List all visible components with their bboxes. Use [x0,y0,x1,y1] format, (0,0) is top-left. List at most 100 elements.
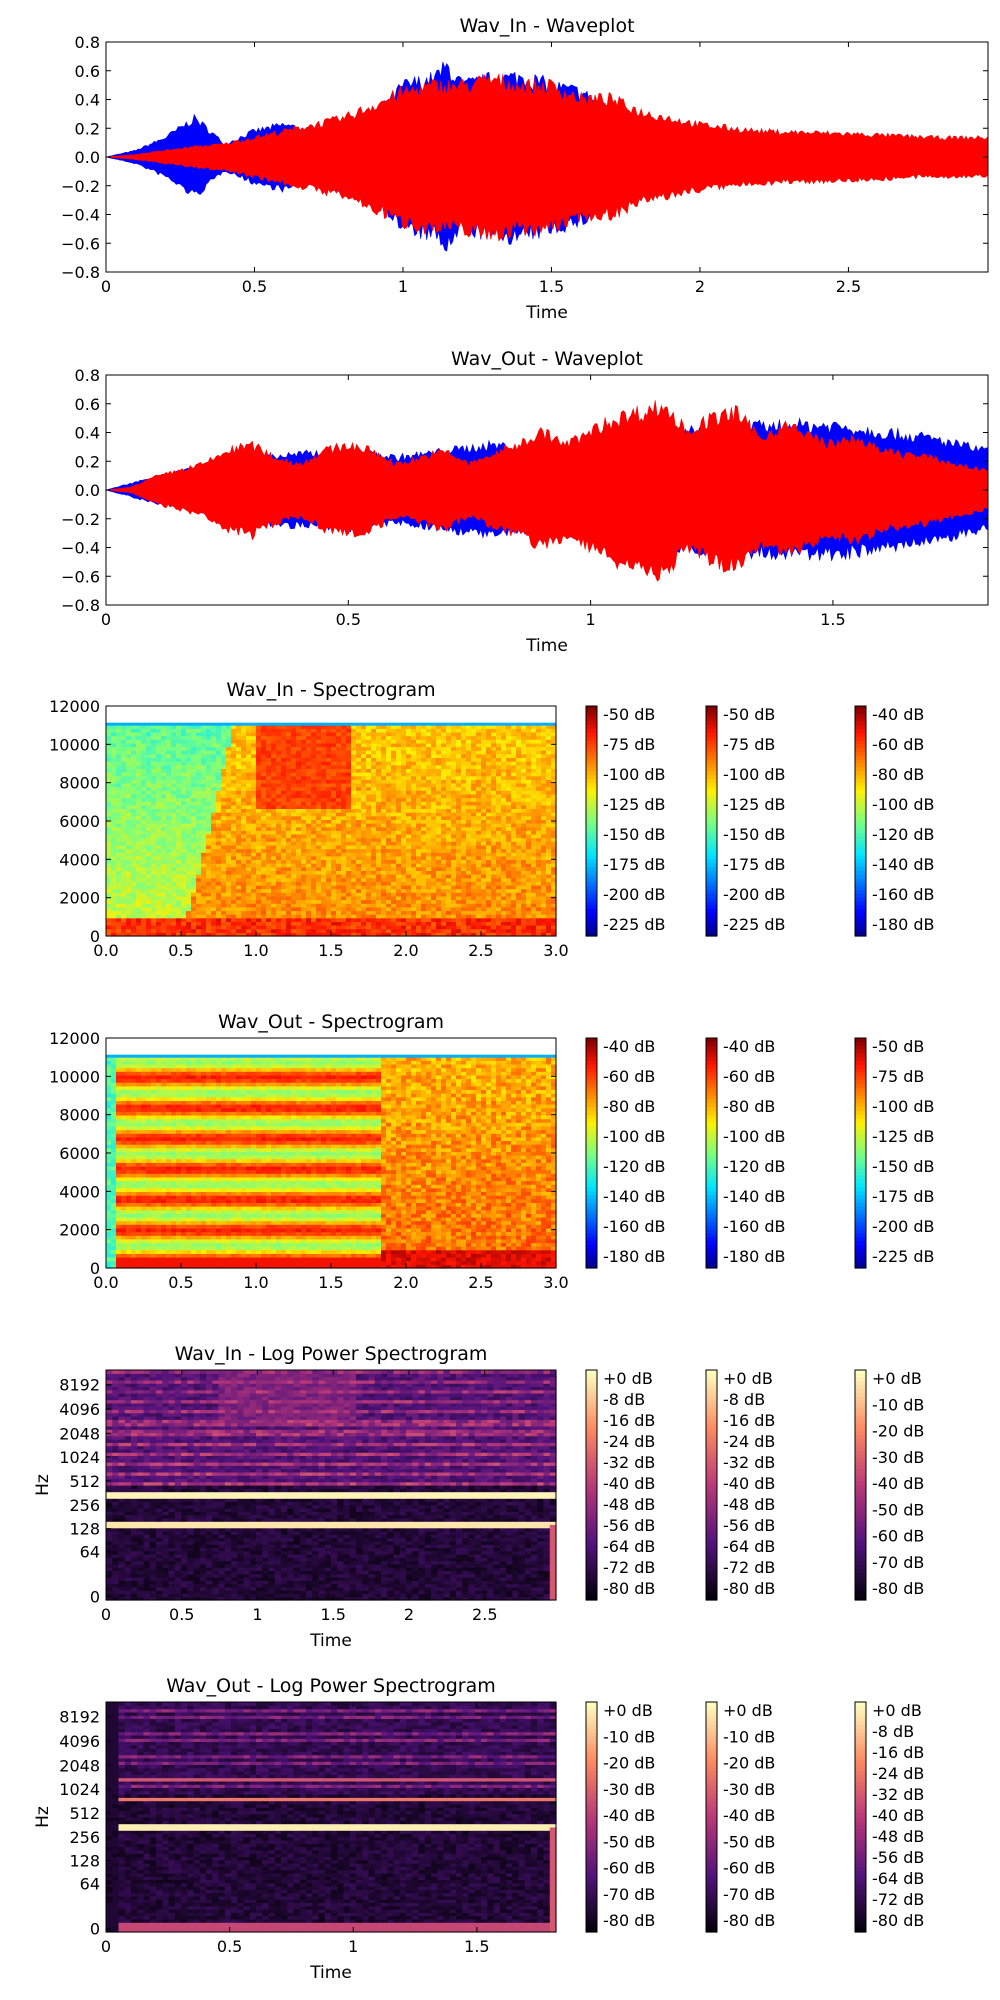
spectrogram-cell [361,779,367,784]
spectrogram-cell [326,903,332,908]
spectrogram-cell [221,819,227,824]
spectrogram-cell [461,808,467,813]
spectrogram-cell [356,892,362,897]
spectrogram-cell [401,870,407,875]
spectrogram-cell [151,757,157,762]
spectrogram-cell [336,783,342,788]
y-tick-label: −0.2 [61,177,100,196]
spectrogram-cell [416,877,422,882]
spectrogram-cell [316,870,322,875]
spectrogram-cell [281,750,287,755]
spectrogram-cell [316,793,322,799]
spectrogram-cell [426,746,432,751]
spectrogram-cell [501,877,507,882]
spectrogram-cell [166,830,172,835]
spectrogram-cell [216,808,222,813]
spectrogram-cell [141,742,147,748]
spectrogram-cell [146,750,152,755]
spectrogram-cell [411,910,417,915]
spectrogram-cell [371,753,377,758]
spectrogram-cell [421,928,427,933]
spectrogram-cell [201,855,207,860]
spectrogram-cell [161,779,167,784]
spectrogram-cell [511,732,517,737]
spectrogram-cell [351,855,357,860]
spectrogram-cell [121,837,127,842]
spectrogram-cell [461,834,467,839]
spectrogram-cell [396,742,402,748]
spectrogram-cell [446,848,452,853]
spectrogram-cell [191,881,197,886]
spectrogram-cell [136,830,142,835]
spectrogram-cell [176,914,182,919]
spectrogram-cell [246,852,252,857]
spectrogram-cell [141,826,147,831]
spectrogram-cell [306,783,312,788]
spectrogram-cell [466,786,472,791]
spectrogram-cell [286,892,292,897]
spectrogram-cell [356,779,362,784]
spectrogram-cell [401,914,407,919]
spectrogram-cell [396,841,402,846]
spectrogram-cell [481,779,487,784]
spectrogram-cell [321,753,327,758]
spectrogram-cell [106,812,112,817]
spectrogram-cell [321,757,327,762]
spectrogram-cell [461,823,467,828]
spectrogram-cell [451,921,457,926]
spectrogram-cell [321,855,327,860]
spectrogram-cell [321,772,327,777]
spectrogram-cell [331,928,337,933]
spectrogram-cell [281,841,287,846]
spectrogram-cell [511,921,517,926]
spectrogram-cell [511,841,517,846]
spectrogram-cell [381,790,387,795]
spectrogram-cell [446,928,452,933]
spectrogram-cell [486,892,492,897]
spectrogram-cell [451,764,457,769]
spectrogram-cell [421,852,427,857]
spectrogram-cell [506,757,512,762]
spectrogram-cell [366,826,372,831]
spectrogram-cell [361,808,367,813]
spectrogram-cell [506,786,512,791]
spectrogram-cell [321,906,327,912]
spectrogram-cell [341,870,347,875]
spectrogram-cell [151,742,157,748]
spectrogram-cell [361,906,367,912]
spectrogram-cell [216,932,222,937]
spectrogram-cell [316,877,322,882]
spectrogram-cell [161,859,167,864]
spectrogram-cell [141,786,147,791]
spectrogram-cell [281,819,287,824]
spectrogram-cell [116,797,122,802]
spectrogram-cell [456,914,462,919]
spectrogram-cell [236,804,242,809]
spectrogram-cell [316,848,322,853]
spectrogram-cell [356,793,362,799]
spectrogram-cell [166,746,172,751]
spectrogram-cell [401,775,407,780]
spectrogram-cell [436,874,442,879]
spectrogram-cell [301,888,307,893]
spectrogram-cell [286,750,292,755]
spectrogram-cell [376,914,382,919]
spectrogram-cell [181,837,187,842]
spectrogram-cell [341,768,347,773]
spectrogram-cell [391,735,397,740]
spectrogram-cell [311,746,317,751]
spectrogram-cell [241,837,247,842]
spectrogram-cell [501,830,507,835]
spectrogram-cell [181,844,187,850]
spectrogram-cell [161,917,167,922]
spectrogram-cell [376,804,382,809]
spectrogram-cell [146,746,152,751]
spectrogram-cell [351,808,357,813]
spectrogram-cell [521,859,527,864]
spectrogram-cell [341,921,347,926]
spectrogram-cell [336,921,342,926]
spectrogram-cell [346,863,352,868]
spectrogram-cell [191,786,197,791]
spectrogram-cell [241,768,247,773]
spectrogram-cell [206,804,212,809]
